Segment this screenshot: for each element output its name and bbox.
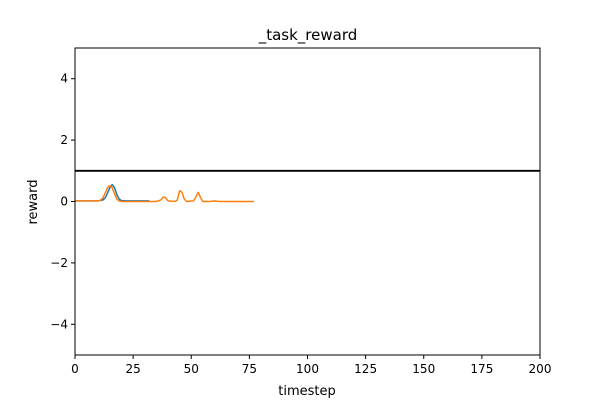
x-tick-label: 150 <box>412 362 435 376</box>
x-tick-label: 200 <box>529 362 552 376</box>
y-tick-label: −2 <box>50 256 68 270</box>
x-axis-label: timestep <box>278 384 336 399</box>
y-tick-label: −4 <box>50 317 68 331</box>
x-tick-label: 25 <box>125 362 140 376</box>
x-tick-label: 125 <box>354 362 377 376</box>
x-tick-label: 100 <box>296 362 319 376</box>
chart-title: _task_reward <box>258 26 358 45</box>
y-tick-label: 0 <box>60 195 68 209</box>
x-tick-label: 175 <box>470 362 493 376</box>
y-tick-label: 4 <box>60 72 68 86</box>
x-tick-label: 75 <box>242 362 257 376</box>
plot-area <box>75 169 540 203</box>
series-line-2 <box>75 184 255 203</box>
y-axis-label: reward <box>26 179 41 224</box>
x-axis-ticks: 0 25 50 75 100 125 150 175 200 <box>71 355 551 376</box>
x-tick-label: 0 <box>71 362 79 376</box>
y-tick-label: 2 <box>60 133 68 147</box>
y-axis-ticks: −4 −2 0 2 4 <box>50 72 75 331</box>
x-tick-label: 50 <box>184 362 199 376</box>
